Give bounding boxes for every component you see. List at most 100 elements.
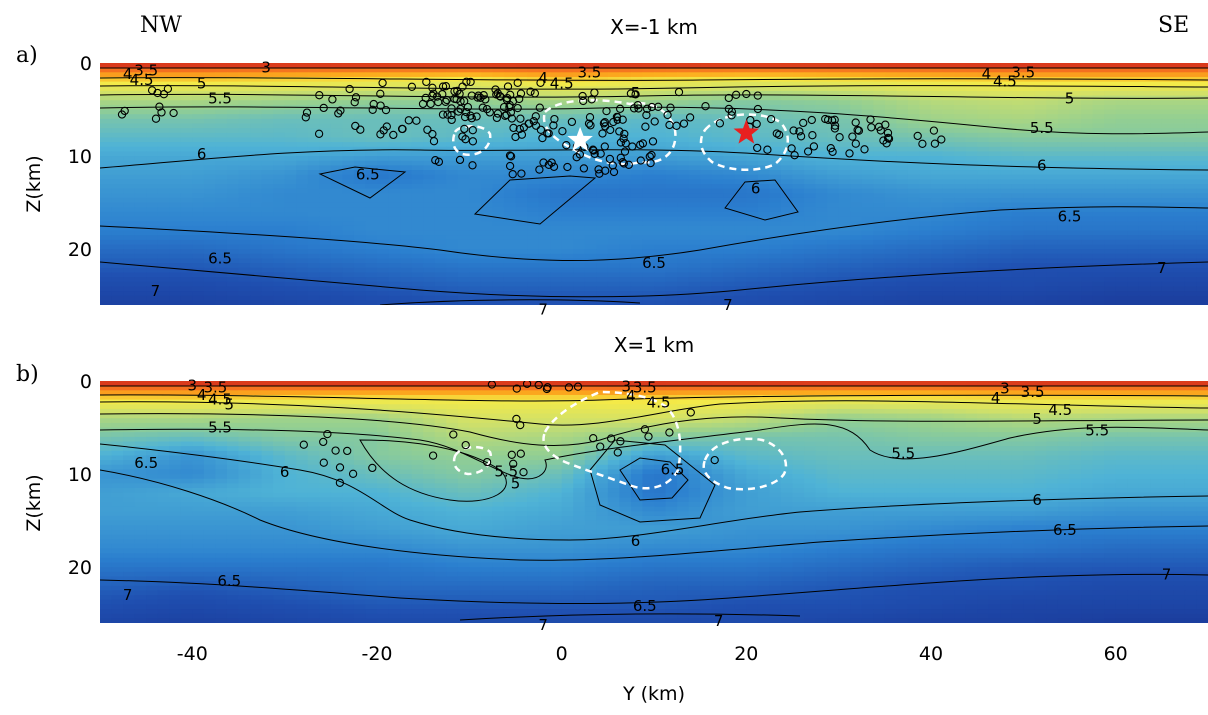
velocity-cell [226, 67, 240, 73]
velocity-cell [630, 272, 644, 278]
velocity-cell [665, 90, 678, 97]
velocity-cell [654, 90, 667, 97]
velocity-cell [180, 170, 193, 176]
velocity-cell [1069, 258, 1082, 264]
velocity-cell [723, 235, 736, 241]
velocity-cell [988, 174, 1001, 180]
velocity-cell [1069, 67, 1082, 73]
velocity-cell [838, 179, 851, 185]
velocity-cell [1161, 146, 1174, 153]
velocity-cell [330, 249, 343, 255]
velocity-cell [1127, 188, 1140, 194]
velocity-cell [377, 142, 390, 148]
velocity-cell [919, 188, 932, 194]
velocity-cell [1161, 216, 1174, 222]
velocity-cell [411, 170, 424, 176]
velocity-cell [273, 197, 286, 204]
velocity-cell [1150, 267, 1163, 274]
velocity-cell [873, 263, 886, 269]
velocity-cell [1161, 156, 1174, 162]
velocity-cell [896, 109, 909, 115]
velocity-cell [203, 211, 217, 218]
velocity-cell [1127, 109, 1140, 115]
velocity-cell [342, 235, 355, 241]
velocity-cell [342, 142, 355, 148]
velocity-cell [480, 170, 494, 176]
velocity-cell [388, 81, 401, 87]
velocity-cell [954, 90, 967, 97]
velocity-cell [100, 272, 113, 278]
velocity-cell [261, 263, 274, 269]
velocity-cell [1127, 128, 1140, 134]
velocity-cell [965, 63, 978, 69]
velocity-cell [584, 291, 597, 297]
velocity-cell [215, 235, 228, 241]
velocity-cell [596, 281, 609, 287]
velocity-cell [1046, 225, 1059, 232]
velocity-cell [573, 170, 586, 176]
velocity-cell [711, 207, 724, 213]
velocity-cell [850, 239, 863, 246]
velocity-cell [515, 253, 528, 260]
velocity-cell [411, 295, 424, 301]
velocity-cell [388, 235, 401, 241]
velocity-cell [769, 160, 782, 166]
velocity-cell [1057, 244, 1071, 250]
velocity-cell [780, 100, 794, 106]
velocity-cell [527, 267, 540, 274]
velocity-cell [388, 216, 401, 222]
velocity-cell [654, 193, 667, 199]
velocity-cell [353, 267, 367, 274]
velocity-cell [757, 123, 771, 129]
velocity-cell [838, 151, 851, 157]
velocity-cell [538, 267, 551, 274]
velocity-cell [561, 72, 574, 78]
velocity-cell [896, 114, 909, 120]
velocity-cell [1196, 216, 1208, 222]
velocity-cell [1127, 123, 1140, 129]
velocity-cell [919, 114, 932, 120]
velocity-cell [907, 151, 921, 157]
velocity-cell [100, 221, 113, 227]
velocity-cell [157, 193, 170, 199]
velocity-cell [596, 95, 609, 101]
velocity-cell [261, 267, 274, 274]
velocity-cell [492, 221, 505, 227]
velocity-cell [261, 160, 274, 166]
velocity-cell [1196, 174, 1208, 180]
velocity-cell [215, 202, 228, 208]
velocity-cell [1127, 63, 1140, 69]
velocity-cell [977, 291, 990, 297]
velocity-cell [907, 76, 921, 83]
velocity-cell [457, 160, 470, 166]
velocity-cell [469, 118, 482, 125]
velocity-cell [861, 63, 874, 69]
velocity-cell [226, 95, 240, 101]
velocity-cell [861, 86, 874, 92]
velocity-cell [1104, 244, 1117, 250]
velocity-cell [1173, 230, 1186, 236]
velocity-cell [584, 216, 597, 222]
velocity-cell [1011, 142, 1024, 148]
velocity-cell [111, 81, 124, 87]
velocity-cell [550, 221, 563, 227]
velocity-cell [319, 174, 332, 180]
velocity-cell [1034, 267, 1048, 274]
velocity-cell [192, 67, 205, 73]
velocity-cell [538, 100, 551, 106]
velocity-cell [250, 300, 263, 305]
velocity-cell [711, 174, 724, 180]
velocity-cell [515, 286, 528, 292]
velocity-cell [619, 207, 632, 213]
velocity-cell [838, 291, 851, 297]
velocity-cell [400, 230, 413, 236]
velocity-cell [896, 253, 909, 260]
velocity-cell [827, 277, 840, 283]
velocity-cell [411, 272, 424, 278]
velocity-cell [1023, 272, 1036, 278]
velocity-cell [769, 300, 782, 305]
velocity-cell [965, 76, 978, 83]
velocity-cell [1092, 216, 1105, 222]
velocity-cell [584, 207, 597, 213]
velocity-cell [1127, 179, 1140, 185]
